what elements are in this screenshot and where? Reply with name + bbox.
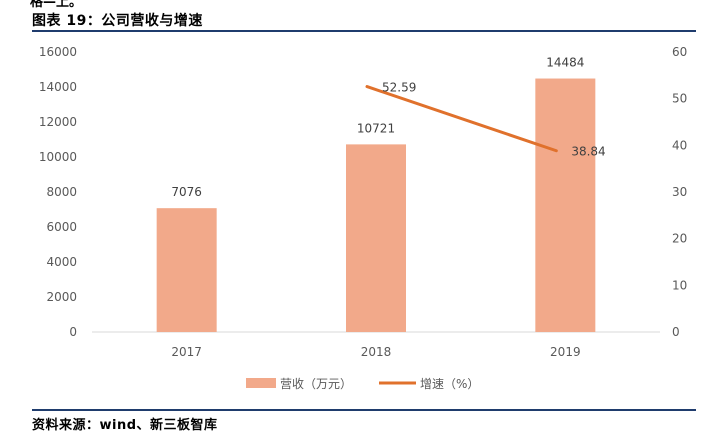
y-left-tick-label: 12000 [39,115,77,129]
top-rule [32,30,696,32]
bottom-rule [32,409,696,411]
growth-line [365,85,558,153]
bar [535,78,596,332]
legend-swatch-revenue [246,378,276,388]
y-left-tick-label: 6000 [46,220,77,234]
y-right-tick-label: 0 [672,325,680,339]
bar [156,208,217,332]
y-left-tick-label: 16000 [39,45,77,59]
y-right-tick-label: 50 [672,92,687,106]
y-left-tick-label: 4000 [46,255,77,269]
legend-label-growth: 增速（%） [420,377,479,391]
y-right-tick-label: 30 [672,185,687,199]
x-tick-label: 2019 [550,345,581,359]
y-left-tick-label: 2000 [46,290,77,304]
bar [346,144,406,332]
y-right-tick-label: 20 [672,232,687,246]
y-right-tick-label: 10 [672,278,687,292]
y-left-tick-label: 14000 [39,80,77,94]
y-left-tick-label: 0 [69,325,77,339]
bar-data-label: 7076 [171,185,202,199]
line-data-label: 52.59 [382,81,416,95]
x-tick-label: 2017 [171,345,202,359]
bar-data-label: 10721 [357,121,395,135]
y-left-tick-label: 8000 [46,185,77,199]
bar-data-label: 14484 [546,56,584,70]
y-right-tick-label: 60 [672,45,687,59]
source-note: 资料来源：wind、新三板智库 [32,418,218,433]
y-left-tick-label: 10000 [39,150,77,164]
y-right-tick-label: 40 [672,138,687,152]
clipped-top-text: 格—上。 [30,0,83,10]
legend-label-revenue: 营收（万元） [280,377,352,391]
line-data-label: 38.84 [571,145,605,159]
x-tick-label: 2018 [361,345,392,359]
chart-title: 图表 19：公司营收与增速 [32,13,203,29]
